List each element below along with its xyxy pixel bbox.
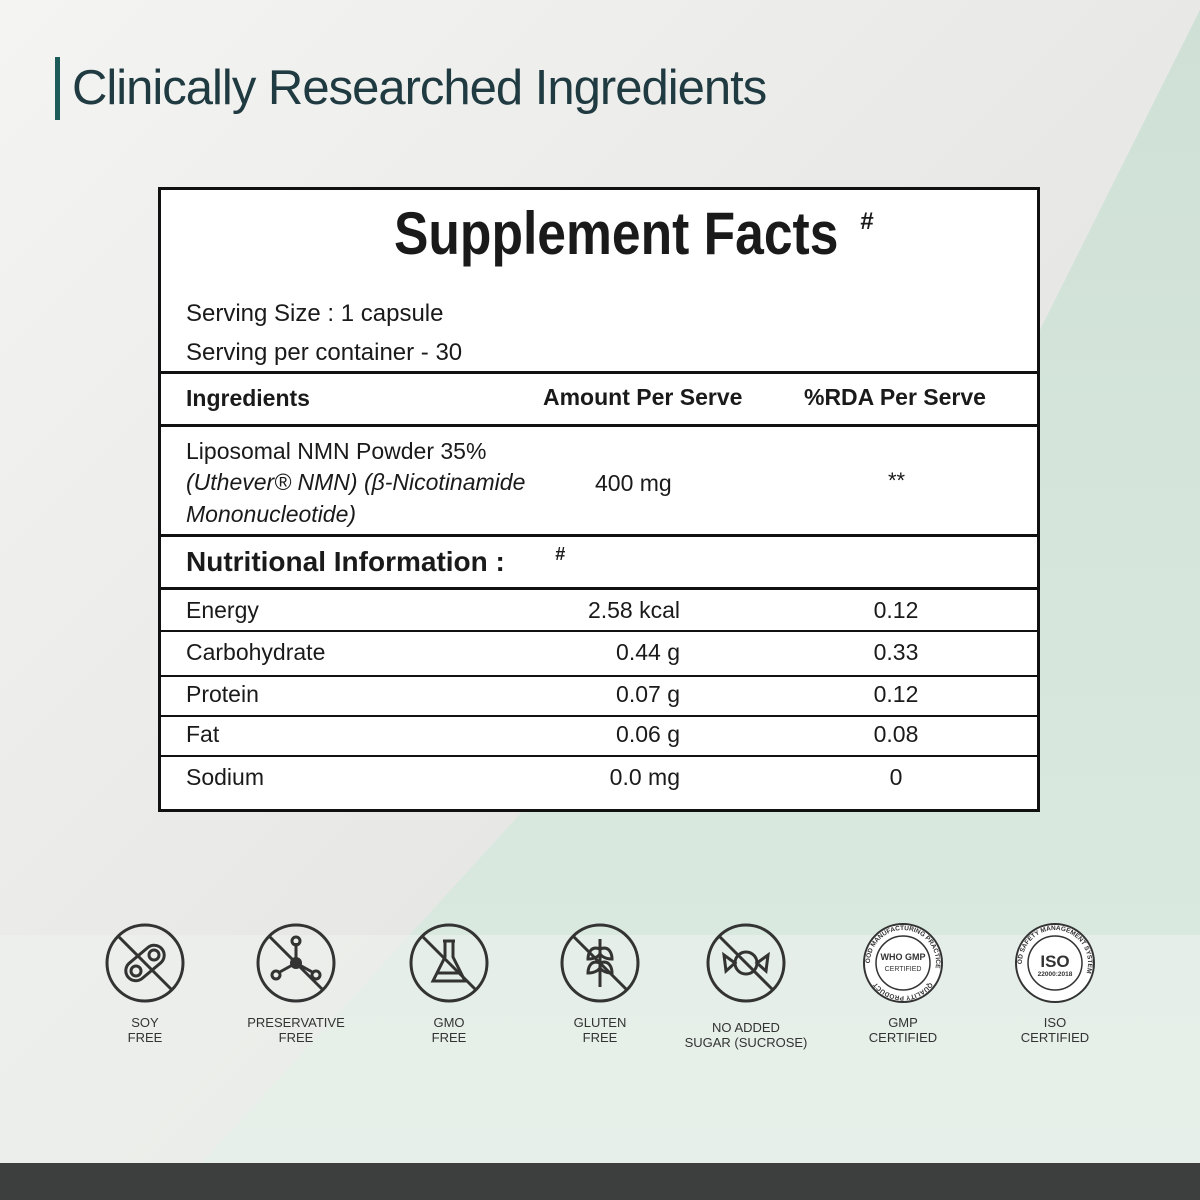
ingredient-name: Liposomal NMN Powder 35%	[186, 438, 487, 464]
nutrient-name: Protein	[186, 681, 259, 707]
badge-icon	[256, 923, 336, 1003]
servings-per-container: Serving per container - 30	[186, 339, 463, 366]
rule	[161, 630, 1037, 632]
facts-box	[158, 187, 1040, 812]
rule	[161, 424, 1037, 427]
nutrient-amount: 0.44 g	[616, 639, 680, 665]
nutrient-name: Sodium	[186, 764, 264, 790]
facts-title-mark: #	[860, 208, 874, 235]
badge-label: SUGAR (SUCROSE)	[684, 1035, 808, 1050]
badge-icon: FOOD SAFETY MANAGEMENT SYSTEMISO22000:20…	[1015, 923, 1095, 1003]
badge-label: SOY	[131, 1015, 159, 1030]
badge-icon	[409, 923, 489, 1003]
column-header: %RDA Per Serve	[804, 384, 986, 410]
badge-label: FREE	[582, 1030, 618, 1045]
nutrient-rda: 0.12	[873, 597, 919, 623]
rule	[161, 587, 1037, 590]
rule	[161, 675, 1037, 677]
nutrient-rda: 0	[889, 764, 903, 790]
rule	[161, 715, 1037, 717]
nutrient-amount: 0.06 g	[616, 721, 680, 747]
seal-text: WHO GMP	[881, 952, 926, 962]
badge-label: NO ADDED	[712, 1020, 780, 1035]
ingredient-rda: **	[888, 468, 906, 493]
ingredient-name: (Uthever® NMN) (β-Nicotinamide	[186, 469, 526, 495]
badge-label: GMP	[888, 1015, 918, 1030]
nutrient-amount: 0.07 g	[616, 681, 680, 707]
heading: Clinically Researched Ingredients	[72, 61, 767, 115]
seal-text: CERTIFIED	[885, 966, 922, 973]
rule	[161, 371, 1037, 374]
badge-label: GMO	[433, 1015, 465, 1030]
nutrient-amount: 0.0 mg	[609, 764, 680, 790]
badge-label: FREE	[278, 1030, 314, 1045]
badge-icon	[560, 923, 640, 1003]
nutrition-title-mark: #	[555, 544, 566, 564]
nutrition-title: Nutritional Information :	[186, 546, 505, 577]
nutrient-rda: 0.12	[873, 681, 919, 707]
ingredient-amount: 400 mg	[595, 470, 672, 496]
badge-label: CERTIFIED	[1020, 1030, 1090, 1045]
nutrient-rda: 0.08	[873, 721, 919, 747]
badge-icon	[105, 923, 185, 1003]
column-header: Ingredients	[186, 385, 310, 411]
badge-label: PRESERVATIVE	[247, 1015, 345, 1030]
rule	[161, 755, 1037, 757]
facts-title: Supplement Facts	[394, 200, 839, 267]
column-header: Amount Per Serve	[543, 384, 743, 410]
badge-icon	[706, 923, 786, 1003]
badge-label: GLUTEN	[573, 1015, 627, 1030]
nutrient-name: Carbohydrate	[186, 639, 326, 665]
nutrient-name: Energy	[186, 597, 259, 623]
nutrient-name: Fat	[186, 721, 220, 747]
badge-label: FREE	[127, 1030, 163, 1045]
seal-text: ISO	[1040, 952, 1069, 971]
ingredient-name: Mononucleotide)	[186, 501, 357, 527]
rule	[161, 534, 1037, 537]
badge-label: CERTIFIED	[868, 1030, 938, 1045]
badge-label: FREE	[431, 1030, 467, 1045]
badge-label: ISO	[1043, 1015, 1067, 1030]
nutrient-rda: 0.33	[873, 639, 919, 665]
nutrient-amount: 2.58 kcal	[587, 597, 680, 623]
serving-size: Serving Size : 1 capsule	[186, 300, 444, 327]
seal-text: 22000:2018	[1038, 971, 1073, 978]
